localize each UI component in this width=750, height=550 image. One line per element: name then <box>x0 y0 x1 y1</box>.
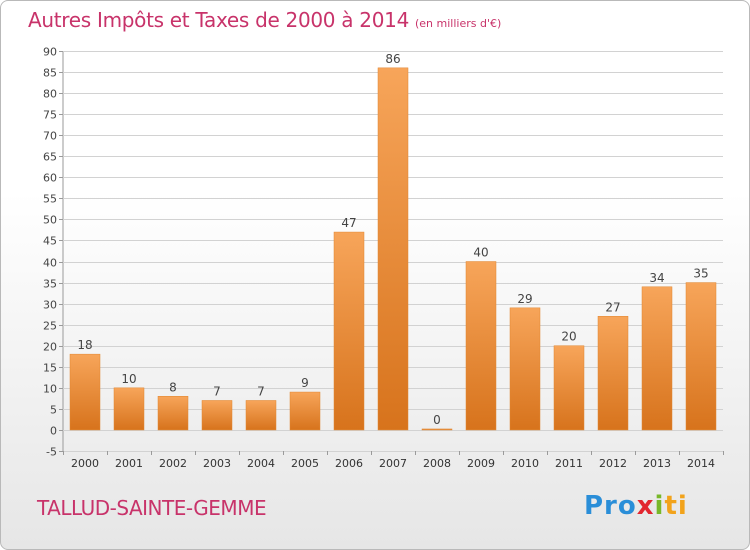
y-tick-label: 15 <box>43 362 57 375</box>
bar <box>641 286 673 431</box>
data-label: 9 <box>301 376 309 390</box>
data-label: 27 <box>605 300 620 314</box>
data-label: 0 <box>433 413 441 427</box>
logo-part-4: ti <box>664 491 688 521</box>
x-tick-label: 2011 <box>555 457 583 470</box>
bar <box>421 428 453 431</box>
y-tick-label: 55 <box>43 193 57 206</box>
data-label: 40 <box>473 246 488 260</box>
x-tick-label: 2001 <box>115 457 143 470</box>
bar <box>245 400 277 431</box>
data-label: 34 <box>649 271 664 285</box>
bar <box>685 282 717 431</box>
x-tick-label: 2004 <box>247 457 275 470</box>
x-tick-label: 2002 <box>159 457 187 470</box>
data-label: 7 <box>213 384 221 398</box>
y-tick-label: 90 <box>43 46 57 59</box>
data-label: 7 <box>257 384 265 398</box>
bar <box>333 231 365 431</box>
label-layer: 1820001020018200272003720049200547200686… <box>71 52 715 470</box>
y-tick-label: 85 <box>43 67 57 80</box>
bar <box>113 387 145 431</box>
x-tick-label: 2014 <box>687 457 715 470</box>
bar <box>69 353 101 431</box>
logo-part-3: i <box>654 491 665 521</box>
y-tick-label: 45 <box>43 235 57 248</box>
x-tick-label: 2006 <box>335 457 363 470</box>
data-label: 35 <box>693 267 708 281</box>
x-tick-label: 2009 <box>467 457 495 470</box>
y-tick-label: 40 <box>43 257 57 270</box>
y-tick-label: 60 <box>43 172 57 185</box>
chart-title-text: Autres Impôts et Taxes de 2000 à 2014 <box>28 8 409 32</box>
proxiti-logo: Proxiti <box>584 491 688 521</box>
bar <box>157 396 189 431</box>
data-label: 29 <box>517 292 532 306</box>
bar <box>465 261 497 431</box>
y-tick-label: 0 <box>50 425 57 438</box>
y-tick-label: 20 <box>43 341 57 354</box>
x-tick-label: 2007 <box>379 457 407 470</box>
y-tick-label: 65 <box>43 151 57 164</box>
city-name: TALLUD-SAINTE-GEMME <box>37 496 267 520</box>
data-label: 10 <box>121 372 136 386</box>
bar <box>597 316 629 431</box>
y-tick-label: 75 <box>43 109 57 122</box>
bar <box>553 345 585 431</box>
data-label: 86 <box>385 52 400 66</box>
logo-part-1: Pro <box>584 491 637 521</box>
y-tick-label: 50 <box>43 214 57 227</box>
logo-part-2: x <box>636 491 655 521</box>
x-tick-label: 2010 <box>511 457 539 470</box>
y-tick-label: 30 <box>43 299 57 312</box>
x-tick-label: 2000 <box>71 457 99 470</box>
y-tick-label: 25 <box>43 320 57 333</box>
bar-layer <box>69 67 717 431</box>
y-tick-label: 35 <box>43 278 57 291</box>
x-tick-label: 2012 <box>599 457 627 470</box>
y-tick-label: 5 <box>50 404 57 417</box>
y-tick-label: -5 <box>46 446 57 459</box>
data-label: 18 <box>77 338 92 352</box>
data-label: 8 <box>169 380 177 394</box>
y-tick-label: 70 <box>43 130 57 143</box>
data-label: 20 <box>561 330 576 344</box>
chart-title: Autres Impôts et Taxes de 2000 à 2014 (en… <box>28 8 501 32</box>
y-tick-label: 10 <box>43 383 57 396</box>
bar <box>201 400 233 431</box>
x-tick-label: 2005 <box>291 457 319 470</box>
chart-unit: (en milliers d'€) <box>415 17 502 30</box>
bar <box>509 307 541 431</box>
y-tick-label: 80 <box>43 88 57 101</box>
data-label: 47 <box>341 216 356 230</box>
x-tick-label: 2013 <box>643 457 671 470</box>
bar <box>289 391 321 431</box>
bar <box>377 67 409 431</box>
x-tick-label: 2008 <box>423 457 451 470</box>
x-tick-label: 2003 <box>203 457 231 470</box>
